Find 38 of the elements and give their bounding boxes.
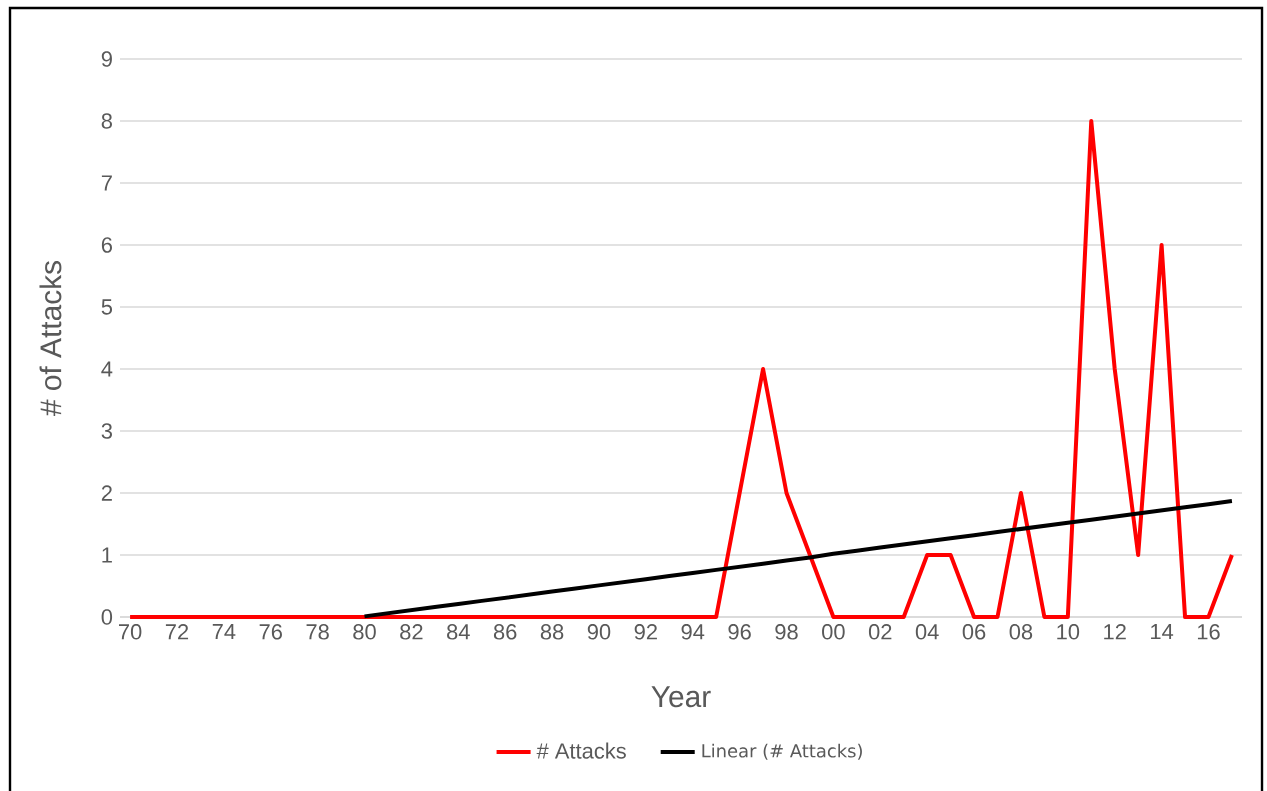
x-tick-label: 94 [681, 624, 705, 640]
x-tick-label: 08 [1009, 624, 1033, 640]
y-tick-label: 8 [101, 113, 112, 129]
y-tick-label: 3 [101, 423, 112, 439]
x-tick-label: 12 [1104, 624, 1126, 640]
x-tick-label: 06 [962, 624, 986, 640]
x-tick-label: 74 [212, 624, 236, 640]
x-tick-label: 98 [775, 624, 798, 640]
x-tick-label: 84 [447, 624, 470, 640]
y-tick-label: 0 [101, 609, 113, 625]
x-tick-label: 80 [353, 624, 376, 640]
x-tick-label: 86 [493, 624, 517, 640]
x-tick-label: 92 [634, 624, 657, 640]
y-axis-title: # of Attacks [39, 261, 62, 416]
y-tick-label: 4 [101, 361, 113, 377]
x-tick-label: 76 [259, 624, 282, 640]
x-tick-label: 96 [728, 624, 751, 640]
x-tick-label: 90 [587, 624, 611, 640]
y-tick-label: 7 [101, 175, 112, 191]
x-tick-label: 16 [1197, 624, 1220, 640]
x-tick-label: 04 [915, 624, 939, 640]
y-tick-label: 1 [102, 547, 112, 563]
y-tick-label: 2 [101, 485, 112, 501]
y-tick-label: 9 [101, 51, 112, 67]
x-tick-label: 72 [165, 624, 189, 640]
x-tick-label: 82 [400, 624, 423, 640]
x-tick-label: 00 [822, 624, 845, 640]
x-tick-label: 14 [1151, 624, 1174, 640]
x-tick-label: 78 [306, 624, 329, 640]
x-tick-label: 02 [868, 624, 892, 640]
legend-label: # Attacks [536, 742, 626, 759]
x-tick-label: 10 [1057, 624, 1080, 640]
x-axis-title: Year [651, 686, 711, 708]
legend-label: Linear (# Attacks) [702, 743, 862, 760]
x-tick-label: 88 [540, 624, 564, 640]
y-tick-label: 5 [101, 299, 113, 315]
y-tick-label: 6 [101, 237, 112, 253]
x-tick-label: 70 [119, 624, 142, 640]
